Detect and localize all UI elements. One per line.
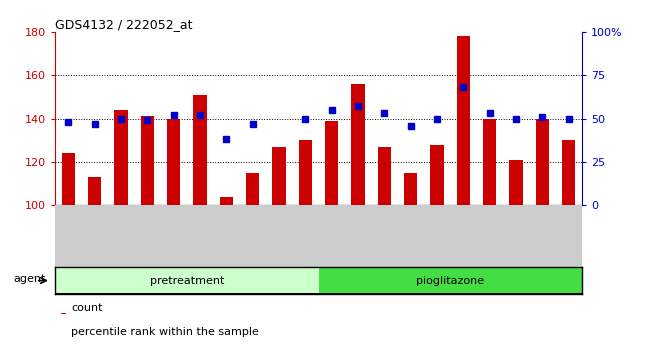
Bar [299,140,312,205]
Bar [246,173,259,205]
Bar [483,119,496,205]
Bar [167,119,180,205]
Bar [194,95,207,205]
Text: pioglitazone: pioglitazone [416,275,484,286]
Bar [141,116,154,205]
Bar [88,177,101,205]
Bar [536,119,549,205]
Bar [55,268,318,293]
Bar [318,268,582,293]
Bar [352,84,365,205]
Bar [60,313,66,314]
Bar [62,153,75,205]
Bar [220,197,233,205]
Bar [430,144,443,205]
Bar [272,147,285,205]
Text: GDS4132 / 222052_at: GDS4132 / 222052_at [55,18,193,31]
Bar [325,121,338,205]
Bar [562,140,575,205]
Bar [114,110,127,205]
Bar [404,173,417,205]
Bar [457,36,470,205]
Bar [510,160,523,205]
Text: agent: agent [14,274,46,284]
Text: count: count [71,303,103,313]
Bar [378,147,391,205]
Text: pretreatment: pretreatment [150,275,224,286]
Text: percentile rank within the sample: percentile rank within the sample [71,327,259,337]
